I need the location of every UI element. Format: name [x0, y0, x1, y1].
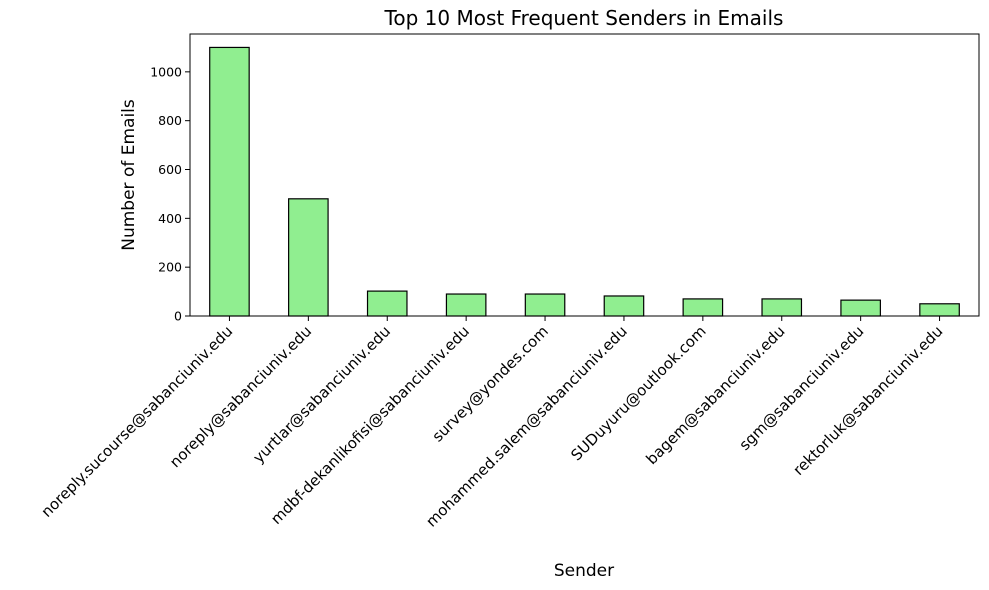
y-tick-label-0: 0	[174, 309, 182, 324]
x-tick-label-9: rektorluk@sabanciuniv.edu	[789, 322, 946, 479]
y-tick-label-4: 800	[158, 113, 182, 128]
bar-6	[682, 298, 724, 317]
bar-7	[761, 298, 803, 317]
plot-area: 02004006008001000noreply.sucourse@sabanc…	[38, 33, 980, 531]
y-tick-label-3: 600	[158, 162, 182, 177]
bar-0	[209, 46, 250, 317]
bar-1	[288, 198, 329, 317]
y-axis-label: Number of Emails	[119, 99, 139, 251]
bar-8	[840, 299, 881, 317]
chart-title: Top 10 Most Frequent Senders in Emails	[384, 6, 784, 30]
bar-2	[366, 290, 408, 317]
axes-frame	[189, 33, 980, 317]
x-tick-label-7: bagem@sabanciuniv.edu	[642, 322, 788, 468]
x-tick-label-2: yurtlar@sabanciuniv.edu	[249, 322, 394, 467]
bar-3	[445, 293, 487, 317]
x-tick-label-1: noreply@sabanciuniv.edu	[166, 322, 315, 471]
x-tick-label-6: SUDuyuru@outlook.com	[567, 322, 709, 464]
y-tick-label-5: 1000	[150, 64, 182, 79]
y-tick-label-1: 200	[158, 260, 182, 275]
y-tick-label-2: 400	[158, 211, 182, 226]
bar-4	[524, 293, 566, 317]
bar-5	[603, 295, 645, 317]
bar-9	[919, 303, 960, 317]
x-axis-label: Sender	[554, 561, 614, 581]
